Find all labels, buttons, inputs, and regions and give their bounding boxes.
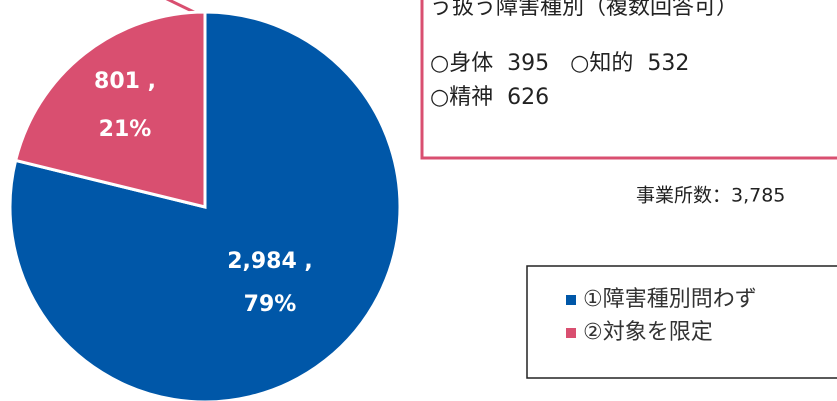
annotation-box [420, 0, 837, 160]
annotation-text: ○身体 395 ○知的 532 [430, 51, 689, 76]
legend-box [526, 265, 837, 379]
value-label: 2,984 , [227, 249, 313, 274]
annotation-text: ○精神 626 [430, 85, 549, 110]
pie-slice [13, 10, 207, 209]
legend-label: ②対象を限定 [583, 320, 713, 345]
value-label: 801 , [94, 69, 156, 94]
percent-label: 21% [99, 117, 152, 142]
pie-slice [8, 10, 402, 401]
legend-swatch [566, 328, 576, 338]
total-label: 事業所数：3,785 [636, 185, 785, 207]
legend-swatch [566, 295, 576, 305]
legend-label: ①障害種別問わず [583, 287, 757, 312]
annotation-text: う扱う障害種別（複数回答可） [430, 0, 738, 20]
percent-label: 79% [244, 292, 297, 317]
